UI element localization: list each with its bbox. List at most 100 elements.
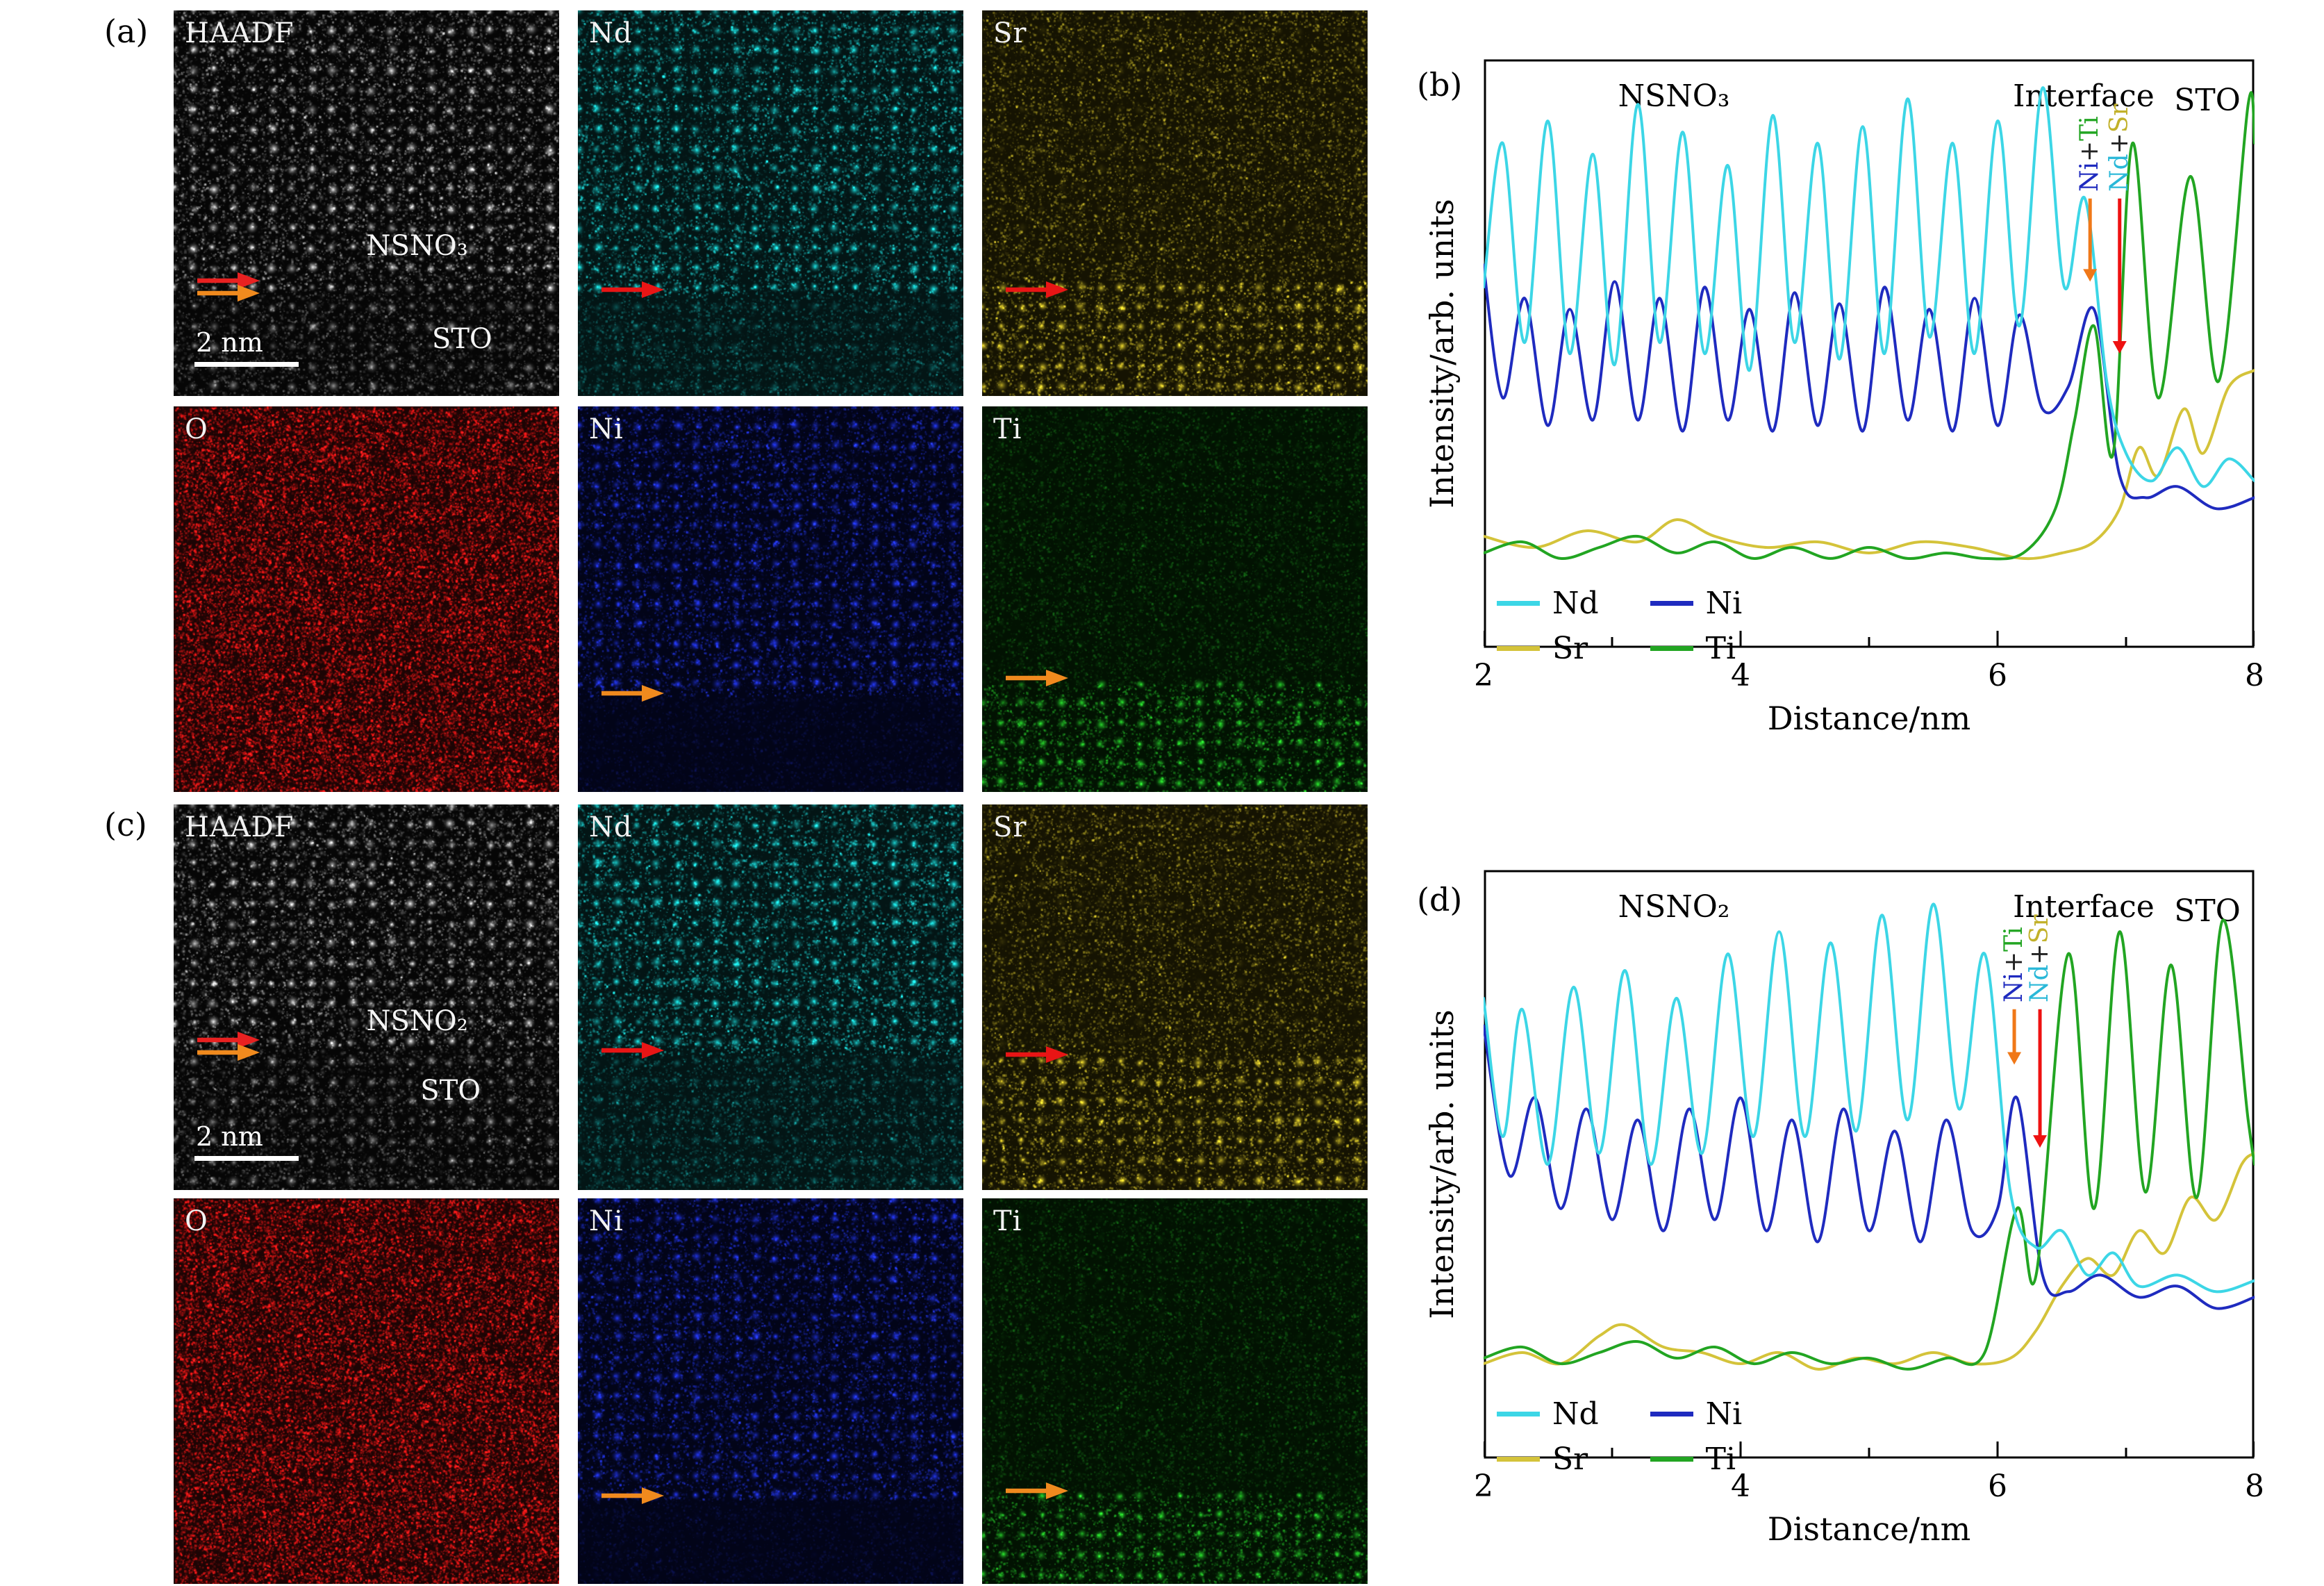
map-element-label: HAADF bbox=[185, 811, 294, 843]
eds-map-c-haadf: HAADF NSNO₂ STO 2 nm bbox=[174, 804, 559, 1190]
legend-swatch-nd bbox=[1497, 601, 1540, 606]
chart-b: Intensity/arb. units NSNO₃ Interface STO… bbox=[1423, 38, 2285, 775]
eds-map-c-ti: Ti bbox=[982, 1198, 1368, 1584]
panel-label-b: (b) bbox=[1417, 66, 1463, 104]
legend-item-sr: Sr bbox=[1497, 1442, 1599, 1477]
map-region-label: STO bbox=[431, 322, 492, 355]
plot-frame bbox=[1484, 59, 2255, 648]
film-region-label: NSNO₂ bbox=[1618, 889, 1730, 925]
x-tick-label: 4 bbox=[1731, 658, 1750, 693]
eds-map-canvas bbox=[174, 804, 559, 1190]
eds-map-canvas bbox=[982, 10, 1368, 396]
legend-item-ni: Ni bbox=[1650, 586, 1742, 621]
eds-map-canvas bbox=[578, 10, 963, 396]
eds-map-canvas bbox=[174, 1198, 559, 1584]
x-tick-label: 2 bbox=[1474, 658, 1493, 693]
substrate-region-label: STO bbox=[2174, 83, 2241, 118]
series-ni-curve bbox=[1484, 1024, 2255, 1310]
map-element-label: Ti bbox=[993, 1205, 1022, 1237]
substrate-region-label: STO bbox=[2174, 893, 2241, 929]
legend-item-nd: Nd bbox=[1497, 586, 1599, 621]
map-region-label: NSNO₃ bbox=[366, 230, 468, 263]
interface-arrow-icon bbox=[1006, 281, 1068, 299]
y-axis-label: Intensity/arb. units bbox=[1423, 1009, 1461, 1319]
map-element-label: O bbox=[185, 413, 208, 445]
legend-swatch-nd bbox=[1497, 1412, 1540, 1416]
series-nd-curve bbox=[1484, 902, 2255, 1294]
eds-map-canvas bbox=[578, 804, 963, 1190]
interface-arrow-icon bbox=[601, 281, 664, 299]
map-region-label: NSNO₂ bbox=[366, 1005, 468, 1037]
y-axis-label: Intensity/arb. units bbox=[1423, 199, 1461, 509]
eds-map-canvas bbox=[578, 406, 963, 792]
legend-item-ti: Ti bbox=[1650, 1442, 1743, 1477]
scale-bar: 2 nm bbox=[194, 327, 299, 367]
map-element-label: O bbox=[185, 1205, 208, 1237]
series-ti-curve bbox=[1484, 91, 2255, 561]
eds-map-canvas bbox=[174, 406, 559, 792]
panel-label-c: (c) bbox=[104, 806, 147, 843]
eds-map-canvas bbox=[982, 1198, 1368, 1584]
x-tick-label: 8 bbox=[2245, 658, 2264, 693]
legend-item-ti: Ti bbox=[1650, 631, 1743, 666]
x-tick-label: 2 bbox=[1474, 1469, 1493, 1504]
annotation-label: Ni+Ti bbox=[2075, 116, 2105, 192]
interface-arrow-icon bbox=[1006, 1482, 1068, 1499]
panel-label-d: (d) bbox=[1417, 881, 1463, 918]
chart-legend: Nd Ni Sr Ti bbox=[1497, 1396, 1742, 1477]
panel-label-a: (a) bbox=[104, 13, 149, 50]
map-element-label: HAADF bbox=[185, 17, 294, 49]
interface-arrow-icon bbox=[601, 685, 664, 702]
interface-arrow-icon bbox=[197, 272, 260, 289]
eds-map-canvas bbox=[174, 10, 559, 396]
legend-swatch-ti bbox=[1650, 1457, 1693, 1462]
interface-arrow-icon bbox=[197, 1031, 260, 1048]
map-element-label: Ni bbox=[589, 1205, 624, 1237]
interface-arrow-icon bbox=[601, 1487, 664, 1505]
legend-swatch-ti bbox=[1650, 646, 1693, 651]
x-axis-label: Distance/nm bbox=[1767, 700, 1971, 737]
legend-swatch-ni bbox=[1650, 601, 1693, 606]
legend-swatch-sr bbox=[1497, 1457, 1540, 1462]
chart-legend: Nd Ni Sr Ti bbox=[1497, 586, 1742, 666]
interface-arrow-icon bbox=[601, 1041, 664, 1059]
interface-region-label: Interface bbox=[2013, 79, 2155, 114]
annotation-label: Nd+Sr bbox=[2105, 104, 2134, 192]
eds-map-a-sr: Sr bbox=[982, 10, 1368, 396]
eds-map-canvas bbox=[982, 804, 1368, 1190]
map-element-label: Nd bbox=[589, 811, 633, 843]
eds-map-a-o: O bbox=[174, 406, 559, 792]
eds-map-canvas bbox=[578, 1198, 963, 1584]
eds-map-a-haadf: HAADF NSNO₃ STO 2 nm bbox=[174, 10, 559, 396]
legend-swatch-sr bbox=[1497, 646, 1540, 651]
annotation-label: Nd+Sr bbox=[2025, 914, 2055, 1002]
interface-arrow-icon bbox=[1006, 670, 1068, 687]
eds-map-c-sr: Sr bbox=[982, 804, 1368, 1190]
map-element-label: Nd bbox=[589, 17, 633, 49]
intensity-profile-plot bbox=[1484, 59, 2255, 648]
series-nd-curve bbox=[1484, 86, 2255, 488]
map-element-label: Sr bbox=[993, 811, 1027, 843]
interface-arrow-icon bbox=[1006, 1046, 1068, 1063]
map-element-label: Ti bbox=[993, 413, 1022, 445]
annotation-label: Ni+Ti bbox=[2000, 927, 2029, 1002]
eds-map-c-o: O bbox=[174, 1198, 559, 1584]
scale-bar: 2 nm bbox=[194, 1121, 299, 1161]
series-sr-curve bbox=[1484, 368, 2255, 561]
x-tick-label: 6 bbox=[1988, 658, 2007, 693]
series-ni-curve bbox=[1484, 263, 2255, 511]
legend-item-sr: Sr bbox=[1497, 631, 1599, 666]
map-element-label: Sr bbox=[993, 17, 1027, 49]
interface-arrow-icon bbox=[197, 284, 260, 301]
interface-arrow-icon bbox=[197, 1043, 260, 1061]
chart-d: Intensity/arb. units NSNO₂ Interface STO… bbox=[1423, 849, 2285, 1585]
eds-map-canvas bbox=[982, 406, 1368, 792]
eds-map-a-nd: Nd bbox=[578, 10, 963, 396]
eds-map-a-ti: Ti bbox=[982, 406, 1368, 792]
x-tick-label: 6 bbox=[1988, 1469, 2007, 1504]
map-element-label: Ni bbox=[589, 413, 624, 445]
legend-swatch-ni bbox=[1650, 1412, 1693, 1416]
eds-map-c-ni: Ni bbox=[578, 1198, 963, 1584]
x-tick-label: 4 bbox=[1731, 1469, 1750, 1504]
